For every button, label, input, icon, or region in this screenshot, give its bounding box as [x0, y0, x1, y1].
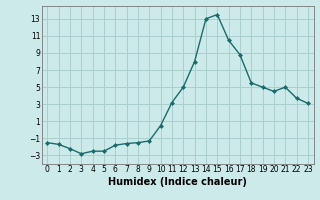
X-axis label: Humidex (Indice chaleur): Humidex (Indice chaleur): [108, 177, 247, 187]
